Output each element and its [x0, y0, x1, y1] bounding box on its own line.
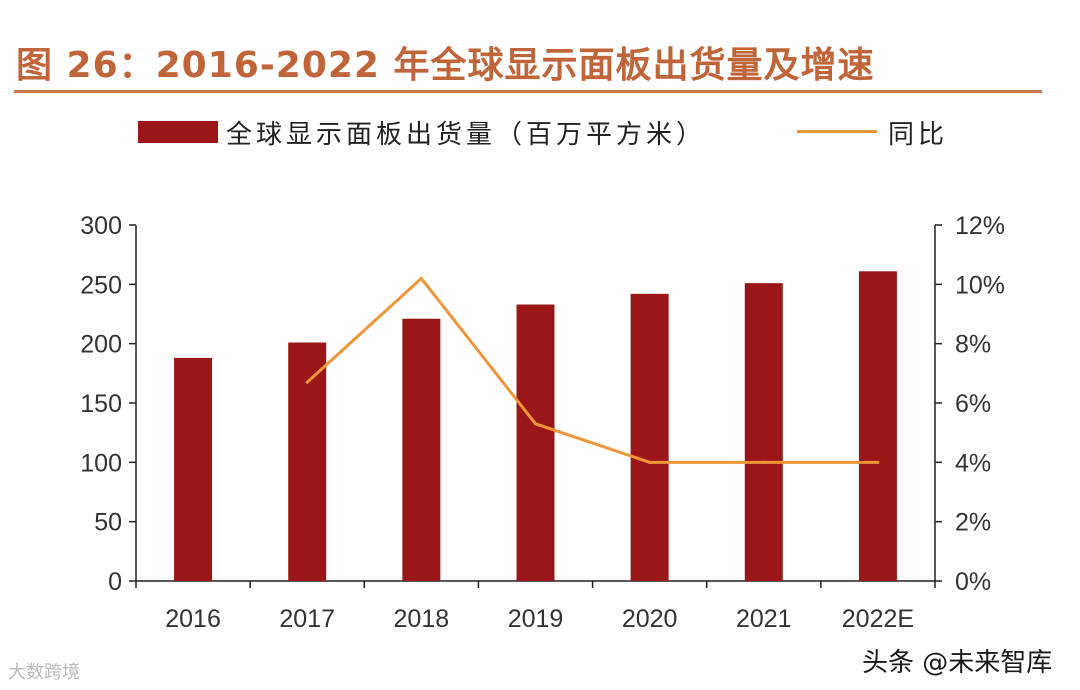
x-tick-label: 2020 — [622, 605, 678, 633]
x-tick-label: 2017 — [279, 605, 335, 633]
bar-2021 — [744, 283, 783, 581]
bar-2022E — [858, 271, 897, 581]
yoy-point-2021 — [762, 460, 766, 464]
watermark-right: 头条 @未来智库 — [862, 648, 1053, 678]
left-tick-label: 300 — [80, 212, 122, 240]
tick-labels: 0 50 100 150 200 250 300 0% 2% 4% 6% 8% 10% 12% 2016 20… — [80, 212, 1005, 633]
legend-bar-swatch — [138, 121, 218, 143]
right-tick-label: 2% — [955, 509, 991, 537]
yoy-point-2022E — [876, 460, 880, 464]
right-tick-label: 12% — [955, 212, 1005, 240]
yoy-point-2018 — [419, 276, 423, 280]
bar-2018 — [402, 318, 441, 581]
x-tick-label: 2019 — [508, 605, 564, 633]
legend: 全球显示面板出货量（百万平方米） 同比 — [0, 112, 1080, 152]
left-tick-label: 250 — [80, 271, 122, 299]
x-tick-label: 2016 — [165, 605, 221, 633]
right-tick-label: 0% — [955, 568, 991, 596]
left-tick-label: 150 — [80, 390, 122, 418]
right-tick-label: 10% — [955, 271, 1005, 299]
left-tick-label: 0 — [108, 568, 122, 596]
chart-title: 图 26：2016-2022 年全球显示面板出货量及增速 — [16, 45, 875, 86]
right-tick-label: 4% — [955, 449, 991, 477]
left-tick-label: 50 — [94, 509, 122, 537]
bar-2017 — [288, 342, 327, 581]
x-tick-label: 2018 — [394, 605, 450, 633]
x-tick-label: 2021 — [736, 605, 792, 633]
left-tick-label: 100 — [80, 449, 122, 477]
legend-line-label: 同比 — [888, 120, 949, 150]
legend-bar-label: 全球显示面板出货量（百万平方米） — [226, 120, 707, 150]
right-tick-label: 8% — [955, 331, 991, 359]
yoy-point-2020 — [648, 460, 652, 464]
bar-2020 — [630, 293, 669, 581]
legend-line-swatch — [797, 130, 877, 133]
bar-series — [174, 271, 897, 581]
line-series — [305, 276, 880, 464]
x-tick-label: 2022E — [842, 605, 914, 633]
yoy-point-2019 — [534, 422, 537, 426]
left-tick-label: 200 — [80, 331, 122, 359]
yoy-point-2017 — [305, 380, 309, 384]
bar-2019 — [516, 304, 555, 581]
title-underline — [14, 90, 1042, 93]
right-tick-label: 6% — [955, 390, 991, 418]
watermark-left: 大数跨境 — [8, 662, 80, 683]
yoy-line — [306, 276, 878, 464]
bar-2016 — [174, 357, 213, 581]
